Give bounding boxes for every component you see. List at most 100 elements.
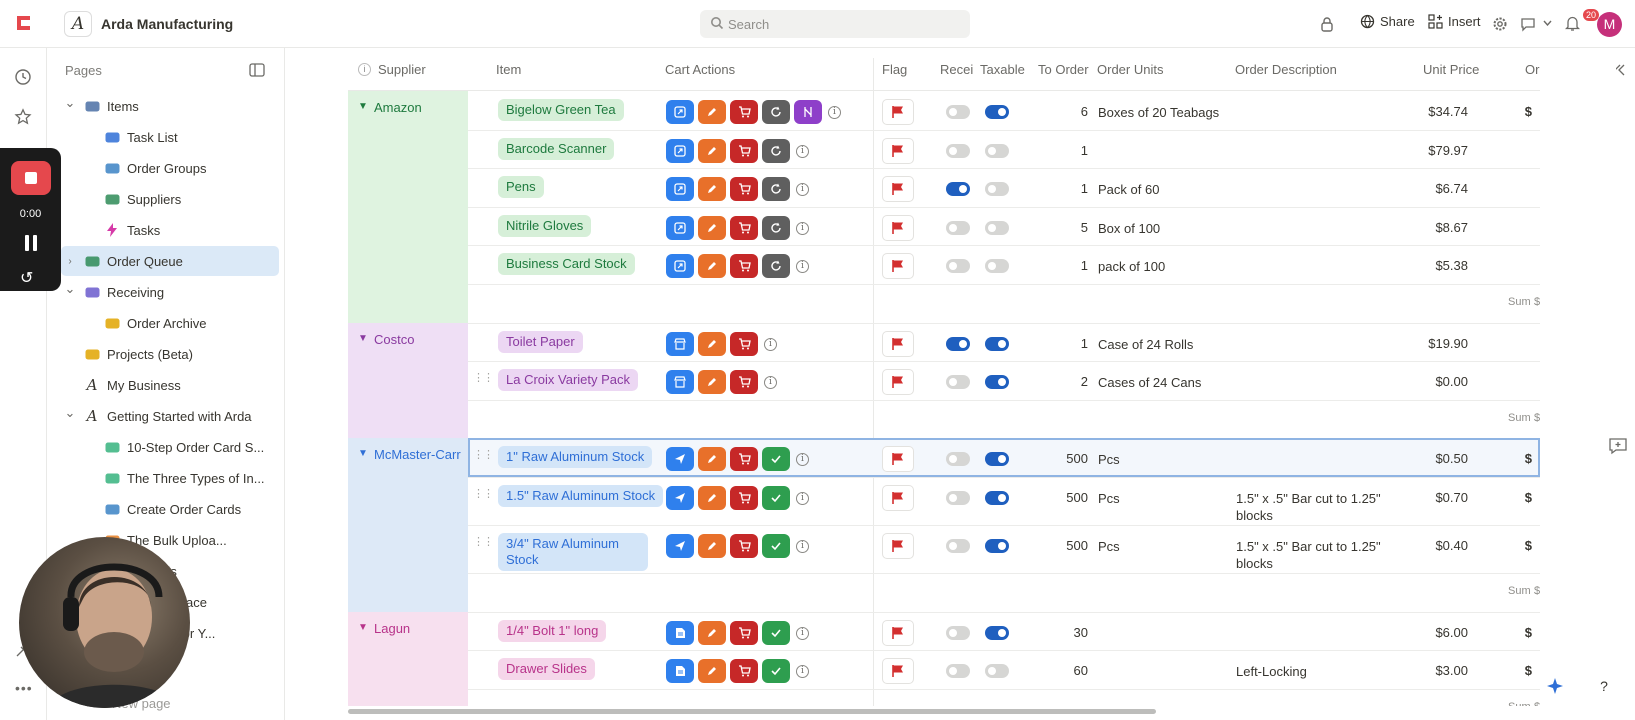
col-item[interactable]: Item	[496, 62, 522, 77]
drag-handle-icon[interactable]: ⋮⋮	[473, 449, 494, 462]
to-order-value[interactable]: 500	[1066, 538, 1088, 553]
received-toggle[interactable]	[946, 143, 970, 158]
to-order-value[interactable]: 30	[1073, 624, 1088, 640]
workspace-name[interactable]: Arda Manufacturing	[101, 16, 234, 32]
horizontal-scrollbar[interactable]	[348, 709, 1156, 714]
info-icon[interactable]: i	[764, 376, 777, 390]
edit-action-button[interactable]	[698, 177, 726, 202]
flag-toggle[interactable]	[882, 533, 914, 559]
info-icon[interactable]: i	[796, 665, 809, 679]
check-action-button[interactable]	[762, 659, 790, 684]
order-units-value[interactable]: pack of 100	[1098, 259, 1166, 275]
search-box[interactable]	[700, 10, 970, 38]
taxable-toggle[interactable]	[985, 143, 1009, 158]
collapse-panel-icon[interactable]	[1616, 64, 1626, 76]
cart-action-button[interactable]	[730, 447, 758, 472]
sync-action-button[interactable]	[762, 100, 790, 124]
taxable-toggle[interactable]	[985, 220, 1009, 235]
taxable-toggle[interactable]	[985, 336, 1009, 351]
order-units-value[interactable]: Pcs	[1098, 539, 1120, 554]
order-units-value[interactable]: Pcs	[1098, 452, 1120, 468]
star-icon[interactable]	[14, 108, 32, 126]
flag-toggle[interactable]	[882, 485, 914, 511]
restart-icon[interactable]: ↺	[20, 270, 34, 287]
chevron-down-icon[interactable]: ⌄	[64, 405, 76, 420]
received-toggle[interactable]	[946, 452, 970, 467]
cart-action-button[interactable]	[730, 534, 758, 558]
ai-sparkle-icon[interactable]	[1545, 676, 1565, 696]
bell-icon[interactable]	[1565, 15, 1580, 32]
sidebar-item-suppliers[interactable]: Suppliers	[61, 184, 279, 214]
item-name[interactable]: Nitrile Gloves	[498, 214, 592, 237]
item-name[interactable]: 1" Raw Aluminum Stock	[498, 446, 653, 469]
edit-action-button[interactable]	[698, 370, 726, 395]
received-toggle[interactable]	[946, 539, 970, 553]
unit-price-value[interactable]: $0.40	[1435, 538, 1468, 553]
to-order-value[interactable]: 1	[1080, 258, 1088, 274]
info-icon[interactable]: i	[796, 453, 809, 467]
check-action-button[interactable]	[762, 620, 790, 645]
info-icon[interactable]: i	[764, 337, 777, 351]
cart-action-button[interactable]	[730, 331, 758, 356]
sidebar-toggle-icon[interactable]	[249, 63, 265, 77]
order-units-value[interactable]: Pcs	[1098, 491, 1120, 506]
edit-action-button[interactable]	[698, 100, 726, 124]
help-button[interactable]: ?	[1600, 678, 1608, 694]
cart-action-button[interactable]	[730, 100, 758, 124]
sidebar-item-10-step-order-card-s[interactable]: 10-Step Order Card S...	[61, 432, 279, 462]
taxable-toggle[interactable]	[985, 491, 1009, 505]
received-toggle[interactable]	[946, 491, 970, 505]
info-icon[interactable]: i	[796, 626, 809, 640]
unit-price-value[interactable]: $0.50	[1435, 451, 1468, 467]
taxable-toggle[interactable]	[985, 182, 1009, 197]
sidebar-item-projects-beta[interactable]: Projects (Beta)	[61, 339, 279, 369]
to-order-value[interactable]: 1	[1080, 142, 1088, 158]
col-supplier[interactable]: Supplier	[378, 62, 426, 77]
cart-action-button[interactable]	[730, 215, 758, 240]
to-order-value[interactable]: 2	[1080, 374, 1088, 390]
order-description-value[interactable]: 1.5" x .5" Bar cut to 1.25" blocks	[1236, 491, 1381, 523]
edit-action-button[interactable]	[698, 215, 726, 240]
order-units-value[interactable]: Boxes of 20 Teabags	[1098, 105, 1220, 120]
add-comment-icon[interactable]	[1608, 437, 1628, 455]
sidebar-item-the-three-types-of-in[interactable]: The Three Types of In...	[61, 463, 279, 493]
to-order-value[interactable]: 60	[1073, 663, 1088, 679]
link-action-button[interactable]	[666, 254, 694, 279]
cart-action-button[interactable]	[730, 138, 758, 163]
send-action-button[interactable]	[666, 534, 694, 558]
to-order-value[interactable]: 5	[1080, 219, 1088, 235]
col-received[interactable]: Recei	[940, 62, 974, 77]
order-description-value[interactable]: 1.5" x .5" Bar cut to 1.25" blocks	[1236, 539, 1381, 571]
unit-price-value[interactable]: $19.90	[1428, 335, 1468, 351]
stop-recording-button[interactable]	[11, 161, 51, 195]
supplier-name[interactable]: Lagun	[374, 620, 411, 636]
check-action-button[interactable]	[762, 486, 790, 510]
col-order-description[interactable]: Order Description	[1235, 62, 1337, 77]
info-icon[interactable]: i	[796, 183, 809, 197]
edit-action-button[interactable]	[698, 620, 726, 645]
arda-app-logo-icon[interactable]	[14, 14, 32, 32]
user-avatar[interactable]: M	[1597, 12, 1622, 37]
to-order-value[interactable]: 1	[1080, 181, 1088, 197]
info-icon[interactable]: i	[358, 63, 371, 76]
item-name[interactable]: 1/4" Bolt 1" long	[498, 619, 607, 642]
item-name[interactable]: Bigelow Green Tea	[498, 99, 624, 121]
taxable-toggle[interactable]	[985, 259, 1009, 274]
taxable-toggle[interactable]	[985, 452, 1009, 467]
edit-action-button[interactable]	[698, 486, 726, 510]
cart-action-button[interactable]	[730, 486, 758, 510]
link-action-button[interactable]	[666, 100, 694, 124]
cart-action-button[interactable]	[730, 620, 758, 645]
col-order-total[interactable]: Or	[1525, 62, 1540, 77]
item-name[interactable]: Barcode Scanner	[498, 137, 615, 160]
flag-toggle[interactable]	[882, 330, 914, 357]
edit-action-button[interactable]	[698, 138, 726, 163]
item-name[interactable]: 3/4" Raw Aluminum Stock	[498, 533, 648, 571]
received-toggle[interactable]	[946, 259, 970, 274]
webcam-bubble[interactable]	[19, 537, 190, 708]
collapse-triangle-icon[interactable]: ▼	[358, 332, 368, 344]
sidebar-item-task-list[interactable]: Task List	[61, 122, 279, 152]
check-action-button[interactable]	[762, 534, 790, 558]
store-action-button[interactable]	[666, 370, 694, 395]
flag-toggle[interactable]	[882, 446, 914, 473]
